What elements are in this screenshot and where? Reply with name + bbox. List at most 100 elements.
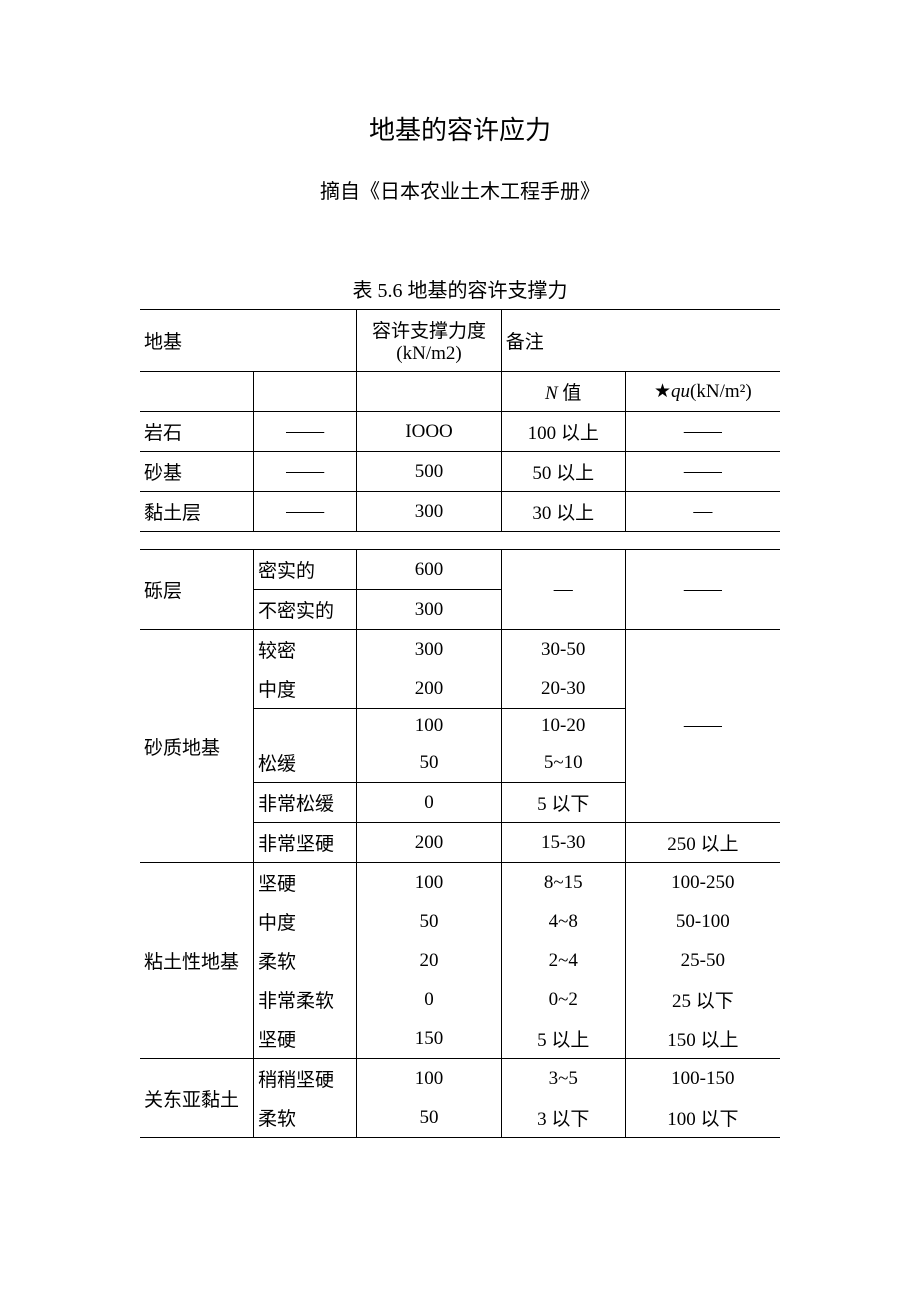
cell-c: 100 (357, 1059, 502, 1099)
cell-c: 300 (357, 492, 502, 532)
cell-e: 25 以下 (625, 980, 780, 1019)
cell-c: 20 (357, 941, 502, 980)
cell-a: 岩石 (140, 412, 254, 452)
cell-b: —— (254, 492, 357, 532)
cell-b: 柔软 (254, 1098, 357, 1138)
cell-b: 稍稍坚硬 (254, 1059, 357, 1099)
header-col3-l1: 容许支撑力度 (372, 321, 486, 342)
cell-c: 100 (357, 863, 502, 903)
cell-b: 非常松缓 (254, 783, 357, 823)
cell-b: 不密实的 (254, 590, 357, 630)
cell-e: 50-100 (625, 902, 780, 941)
cell-d: 5 以下 (501, 783, 625, 823)
header-col1: 地基 (140, 310, 357, 372)
cell-b: 较密 (254, 630, 357, 670)
table-row: 砂质地基 较密 300 30-50 —— (140, 630, 780, 670)
subheader-qu: ★qu(kN/m²) (625, 372, 780, 412)
cell-d: 5~10 (501, 743, 625, 783)
cell-b: 坚硬 (254, 863, 357, 903)
star-icon: ★ (654, 381, 671, 402)
cell-c: 0 (357, 783, 502, 823)
cell-c: 200 (357, 669, 502, 709)
gap-row (140, 532, 780, 550)
cell-e: —— (625, 550, 780, 630)
cell-e: —— (625, 630, 780, 823)
cell-d: 15-30 (501, 823, 625, 863)
cell-d: 10-20 (501, 709, 625, 744)
n-italic: N (545, 383, 558, 404)
table-row: 黏土层 —— 300 30 以上 — (140, 492, 780, 532)
cell-d: 4~8 (501, 902, 625, 941)
cell-d: 30-50 (501, 630, 625, 670)
group-label: 粘土性地基 (140, 863, 254, 1059)
subheader-n: N N 值值 (501, 372, 625, 412)
cell-c: IOOO (357, 412, 502, 452)
group-label: 关东亚黏土 (140, 1059, 254, 1138)
cell-b: —— (254, 452, 357, 492)
subheader-blank1 (140, 372, 254, 412)
cell-d: 100 以上 (501, 412, 625, 452)
qu-italic: qu (671, 381, 690, 402)
cell-c: 150 (357, 1019, 502, 1059)
cell-d: 2~4 (501, 941, 625, 980)
cell-e: — (625, 492, 780, 532)
table-row: 岩石 —— IOOO 100 以上 —— (140, 412, 780, 452)
cell-e: 100-150 (625, 1059, 780, 1099)
table-header-row: 地基 容许支撑力度 (kN/m2) 备注 (140, 310, 780, 372)
cell-c: 300 (357, 590, 502, 630)
page-title: 地基的容许应力 (140, 110, 780, 147)
cell-a: 黏土层 (140, 492, 254, 532)
cell-c: 100 (357, 709, 502, 744)
cell-e: 250 以上 (625, 823, 780, 863)
table-caption: 表 5.6 地基的容许支撑力 (140, 274, 780, 303)
cell-e: 25-50 (625, 941, 780, 980)
cell-a: 砂基 (140, 452, 254, 492)
cell-b (254, 709, 357, 744)
cell-b: 非常柔软 (254, 980, 357, 1019)
cell-d: 5 以上 (501, 1019, 625, 1059)
cell-d: 0~2 (501, 980, 625, 1019)
header-col3-l2: (kN/m2) (396, 343, 461, 364)
cell-d: 3~5 (501, 1059, 625, 1099)
cell-c: 200 (357, 823, 502, 863)
cell-d: 30 以上 (501, 492, 625, 532)
cell-d: 8~15 (501, 863, 625, 903)
cell-e: 100-250 (625, 863, 780, 903)
cell-b: 中度 (254, 669, 357, 709)
qu-unit: (kN/m²) (690, 381, 752, 402)
page-subtitle: 摘自《日本农业土木工程手册》 (140, 175, 780, 204)
cell-d: 3 以下 (501, 1098, 625, 1138)
bearing-capacity-table: 地基 容许支撑力度 (kN/m2) 备注 N N 值值 ★qu(kN/m²) 岩… (140, 309, 780, 1138)
cell-c: 300 (357, 630, 502, 670)
cell-b: 密实的 (254, 550, 357, 590)
cell-c: 0 (357, 980, 502, 1019)
table-row: 砂基 —— 500 50 以上 —— (140, 452, 780, 492)
cell-b: 松缓 (254, 743, 357, 783)
subheader-blank3 (357, 372, 502, 412)
group-label: 砂质地基 (140, 630, 254, 863)
table-subheader-row: N N 值值 ★qu(kN/m²) (140, 372, 780, 412)
cell-c: 50 (357, 902, 502, 941)
cell-d: 50 以上 (501, 452, 625, 492)
header-col45: 备注 (501, 310, 780, 372)
cell-c: 50 (357, 743, 502, 783)
document-page: 地基的容许应力 摘自《日本农业土木工程手册》 表 5.6 地基的容许支撑力 地基… (0, 0, 920, 1238)
cell-e: —— (625, 452, 780, 492)
group-label: 砾层 (140, 550, 254, 630)
cell-c: 50 (357, 1098, 502, 1138)
table-row: 粘土性地基 坚硬 100 8~15 100-250 (140, 863, 780, 903)
cell-d: — (501, 550, 625, 630)
cell-b: 坚硬 (254, 1019, 357, 1059)
cell-b: 非常坚硬 (254, 823, 357, 863)
table-row: 砾层 密实的 600 — —— (140, 550, 780, 590)
cell-d: 20-30 (501, 669, 625, 709)
cell-c: 600 (357, 550, 502, 590)
subheader-blank2 (254, 372, 357, 412)
cell-e: 100 以下 (625, 1098, 780, 1138)
table-row: 关东亚黏土 稍稍坚硬 100 3~5 100-150 (140, 1059, 780, 1099)
cell-c: 500 (357, 452, 502, 492)
cell-e: —— (625, 412, 780, 452)
cell-b: —— (254, 412, 357, 452)
cell-e: 150 以上 (625, 1019, 780, 1059)
header-col3: 容许支撑力度 (kN/m2) (357, 310, 502, 372)
